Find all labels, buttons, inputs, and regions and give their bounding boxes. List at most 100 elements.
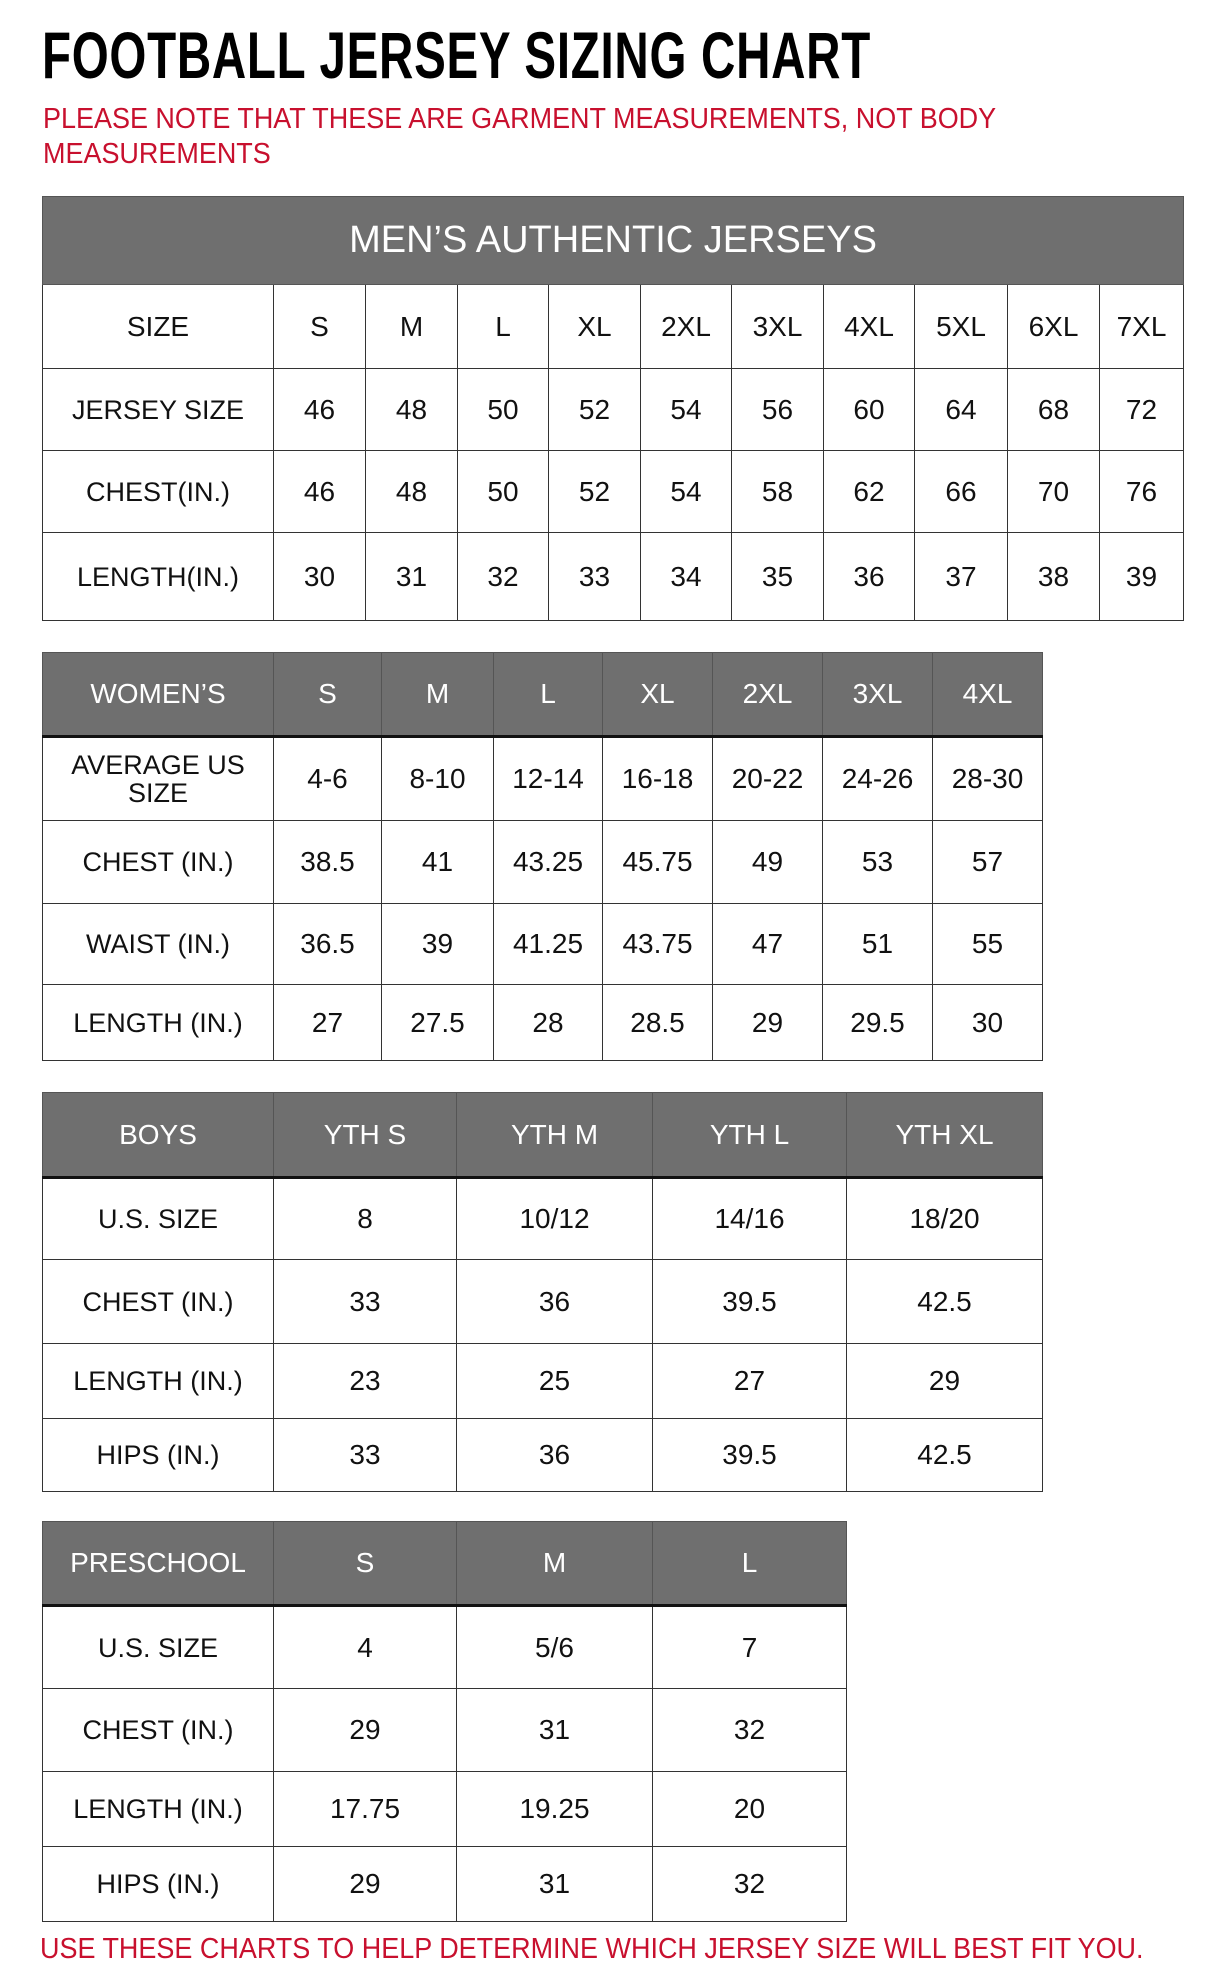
measurement-cell: 29	[846, 1343, 1043, 1419]
measurement-cell: 49	[712, 820, 823, 904]
measurement-cell: 17.75	[273, 1771, 457, 1847]
row-label: AVERAGE US SIZE	[42, 736, 274, 821]
measurement-cell: 7	[652, 1605, 847, 1689]
row-label: JERSEY SIZE	[42, 368, 274, 451]
measurement-cell: 76	[1098, 450, 1185, 533]
measurement-cell: 42.5	[846, 1259, 1043, 1344]
table-row: LENGTH (IN.) 23 25 27 29	[42, 1343, 1043, 1419]
row-label: WAIST (IN.)	[42, 903, 274, 985]
table-row: LENGTH (IN.) 17.75 19.25 20	[42, 1771, 847, 1847]
category-header: BOYS	[42, 1092, 274, 1178]
table-header-row: PRESCHOOL S M L	[42, 1521, 847, 1606]
measurement-cell: 10/12	[456, 1177, 653, 1260]
size-column-header: M	[456, 1521, 653, 1606]
row-label: CHEST(IN.)	[42, 450, 274, 533]
measurement-cell: 8-10	[381, 736, 494, 821]
footer-note: USE THESE CHARTS TO HELP DETERMINE WHICH…	[40, 1933, 1144, 1965]
measurement-cell: 33	[273, 1418, 457, 1492]
size-column-header: S	[273, 652, 382, 737]
mens-size-table: MEN’S AUTHENTIC JERSEYS SIZE S M L XL 2XL 3XL 4X…	[41, 196, 1185, 621]
measurement-cell: 60	[823, 368, 915, 451]
size-column-header: 3XL	[731, 284, 824, 369]
measurement-cell: 29	[273, 1846, 457, 1922]
measurement-cell: 41	[381, 820, 494, 904]
measurement-cell: 20-22	[712, 736, 823, 821]
row-label: CHEST (IN.)	[42, 1688, 274, 1772]
measurement-cell: 45.75	[602, 820, 713, 904]
boys-size-table: BOYS YTH S YTH M YTH L YTH XL U.S. SIZE 8 10/12…	[42, 1092, 1043, 1492]
size-column-header: 3XL	[822, 652, 933, 737]
row-label: CHEST (IN.)	[42, 1259, 274, 1344]
measurement-cell: 23	[273, 1343, 457, 1419]
measurement-cell: 29	[712, 984, 823, 1061]
measurement-cell: 50	[457, 368, 549, 451]
measurement-cell: 41.25	[493, 903, 603, 985]
row-label: U.S. SIZE	[42, 1605, 274, 1689]
measurement-cell: 28	[493, 984, 603, 1061]
size-column-header: XL	[548, 284, 641, 369]
measurement-cell: 5/6	[456, 1605, 653, 1689]
measurement-cell: 56	[731, 368, 824, 451]
measurement-cell: 31	[365, 532, 458, 621]
table-row: CHEST (IN.) 38.5 41 43.25 45.75 49 53 57	[42, 820, 1043, 904]
measurement-cell: 31	[456, 1688, 653, 1772]
measurement-cell: 32	[652, 1688, 847, 1772]
measurement-cell: 46	[273, 368, 366, 451]
size-column-header: M	[365, 284, 458, 369]
measurement-cell: 42.5	[846, 1418, 1043, 1492]
measurement-cell: 48	[365, 368, 458, 451]
table-row: AVERAGE US SIZE 4-6 8-10 12-14 16-18 20-22 24-…	[42, 736, 1043, 821]
measurement-cell: 18/20	[846, 1177, 1043, 1260]
measurement-cell: 51	[822, 903, 933, 985]
measurement-cell: 52	[548, 368, 641, 451]
size-column-header: 6XL	[1007, 284, 1100, 369]
size-column-header: 4XL	[932, 652, 1043, 737]
measurement-cell: 46	[273, 450, 366, 533]
measurement-cell: 4-6	[273, 736, 382, 821]
row-label: HIPS (IN.)	[42, 1418, 274, 1492]
measurement-cell: 24-26	[822, 736, 933, 821]
measurement-cell: 37	[914, 532, 1008, 621]
measurement-cell: 39	[1098, 532, 1185, 621]
measurement-cell: 25	[456, 1343, 653, 1419]
preschool-size-table: PRESCHOOL S M L U.S. SIZE 4 5/6 7 CHEST (IN.) 29 3…	[42, 1521, 847, 1922]
table-row: LENGTH(IN.) 30 31 32 33 34 35 36 37 38 39	[42, 532, 1185, 621]
measurement-cell: 39.5	[652, 1259, 847, 1344]
table-row: U.S. SIZE 8 10/12 14/16 18/20	[42, 1177, 1043, 1260]
measurement-cell: 28-30	[932, 736, 1043, 821]
measurement-cell: 48	[365, 450, 458, 533]
size-column-header: YTH S	[273, 1092, 457, 1178]
page-title: FOOTBALL JERSEY SIZING CHART	[42, 18, 871, 92]
measurement-cell: 4	[273, 1605, 457, 1689]
measurement-cell: 52	[548, 450, 641, 533]
measurement-cell: 34	[640, 532, 732, 621]
measurement-cell: 43.75	[602, 903, 713, 985]
measurement-cell: 33	[548, 532, 641, 621]
measurement-cell: 39.5	[652, 1418, 847, 1492]
measurement-cell: 35	[731, 532, 824, 621]
measurement-cell: 32	[652, 1846, 847, 1922]
measurement-cell: 14/16	[652, 1177, 847, 1260]
measurement-cell: 36	[456, 1259, 653, 1344]
table-title: MEN’S AUTHENTIC JERSEYS	[41, 196, 1185, 285]
table-row: JERSEY SIZE 46 48 50 52 54 56 60 64 68 72	[42, 368, 1185, 451]
size-column-header: M	[381, 652, 494, 737]
measurement-cell: 27.5	[381, 984, 494, 1061]
measurement-cell: 12-14	[493, 736, 603, 821]
row-label: CHEST (IN.)	[42, 820, 274, 904]
measurement-cell: 68	[1007, 368, 1100, 451]
category-header: PRESCHOOL	[42, 1521, 274, 1606]
womens-size-table: WOMEN’S S M L XL 2XL 3XL 4XL AVERAGE US SIZE 4-6 8…	[42, 652, 1043, 1061]
row-label: HIPS (IN.)	[42, 1846, 274, 1922]
size-column-header: YTH L	[652, 1092, 847, 1178]
measurement-cell: 50	[457, 450, 549, 533]
measurement-cell: 39	[381, 903, 494, 985]
size-column-header: S	[273, 1521, 457, 1606]
size-column-header: XL	[602, 652, 713, 737]
size-column-header: 2XL	[640, 284, 732, 369]
measurement-cell: 47	[712, 903, 823, 985]
size-column-header: 5XL	[914, 284, 1008, 369]
table-header-row: SIZE S M L XL 2XL 3XL 4XL 5XL 6XL 7XL	[42, 284, 1185, 369]
table-header-row: BOYS YTH S YTH M YTH L YTH XL	[42, 1092, 1043, 1178]
table-row: HIPS (IN.) 29 31 32	[42, 1846, 847, 1922]
